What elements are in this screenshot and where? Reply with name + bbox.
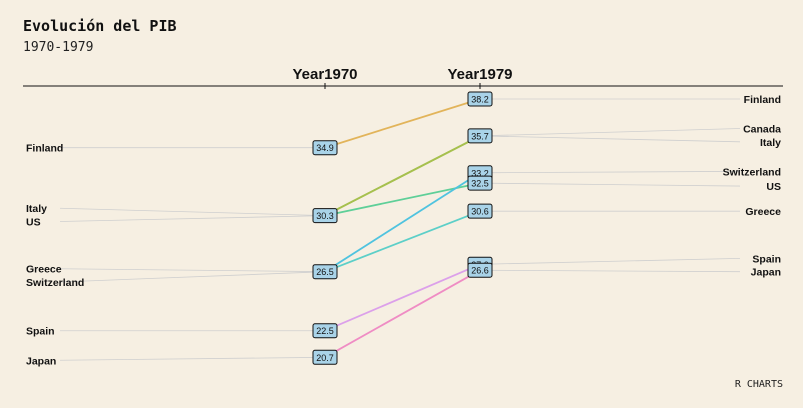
slope-line (324, 269, 481, 359)
slope-line (324, 98, 481, 149)
right-country-label: Spain (752, 253, 781, 265)
column-header-end: Year1979 (447, 66, 512, 83)
end-value-label: 38.2 (471, 95, 489, 105)
end-value-label-box (467, 175, 493, 191)
end-value-label: 30.6 (471, 207, 489, 217)
right-country-label: Canada (743, 124, 781, 136)
right-country-label: Finland (744, 94, 781, 106)
right-country-label: US (766, 181, 781, 193)
guide-right-4 (479, 170, 741, 174)
right-country-label: Switzerland (723, 166, 781, 178)
start-value-label: 26.5 (316, 267, 334, 277)
left-country-label: Switzerland (26, 277, 84, 289)
guide-left-7 (59, 356, 326, 361)
end-value-label: 32.5 (471, 179, 489, 189)
end-value-label: 33.2 (471, 168, 489, 178)
start-value-label-box (312, 264, 338, 280)
end-value-label-box (467, 91, 493, 107)
guide-left-4 (59, 271, 326, 283)
left-country-label: Spain (26, 326, 55, 338)
end-value-label-box (467, 262, 493, 278)
left-country-label: Italy (26, 203, 47, 215)
start-value-label-box (312, 323, 338, 339)
slope-line (324, 210, 481, 273)
right-country-label: Greece (745, 206, 781, 218)
start-value-label-box (312, 208, 338, 224)
chart-title: Evolución del PIB (23, 17, 177, 35)
guide-left-3 (59, 215, 326, 222)
end-value-label-box (467, 203, 493, 219)
guide-left-5 (59, 268, 326, 273)
chart-subtitle: 1970-1979 (23, 40, 93, 55)
slope-line (324, 172, 481, 273)
left-country-label: Greece (26, 264, 62, 276)
guide-left-2 (59, 207, 326, 217)
end-value-label: 35.7 (471, 131, 489, 141)
right-country-label: Japan (751, 267, 781, 279)
start-value-label: 20.7 (316, 353, 334, 363)
guide-right-7 (479, 269, 741, 273)
start-value-label-box (312, 140, 338, 156)
left-country-label: Finland (26, 143, 63, 155)
start-value-label-box (312, 349, 338, 365)
start-value-label: 22.5 (316, 326, 334, 336)
chart-caption: R CHARTS (735, 379, 783, 390)
right-country-label: Italy (760, 137, 781, 149)
guide-right-6 (479, 258, 741, 265)
guide-right-1 (479, 128, 741, 137)
left-country-label: US (26, 217, 41, 229)
slope-line (324, 263, 481, 332)
slope-line (324, 135, 481, 217)
column-header-start: Year1970 (292, 66, 357, 83)
guide-right-3 (479, 182, 741, 187)
start-value-label: 34.9 (316, 143, 334, 153)
end-value-label-box (467, 128, 493, 144)
end-value-label: 26.6 (471, 266, 489, 276)
left-country-label: Japan (26, 355, 56, 367)
guide-right-2 (479, 135, 741, 143)
start-value-label: 30.3 (316, 211, 334, 221)
